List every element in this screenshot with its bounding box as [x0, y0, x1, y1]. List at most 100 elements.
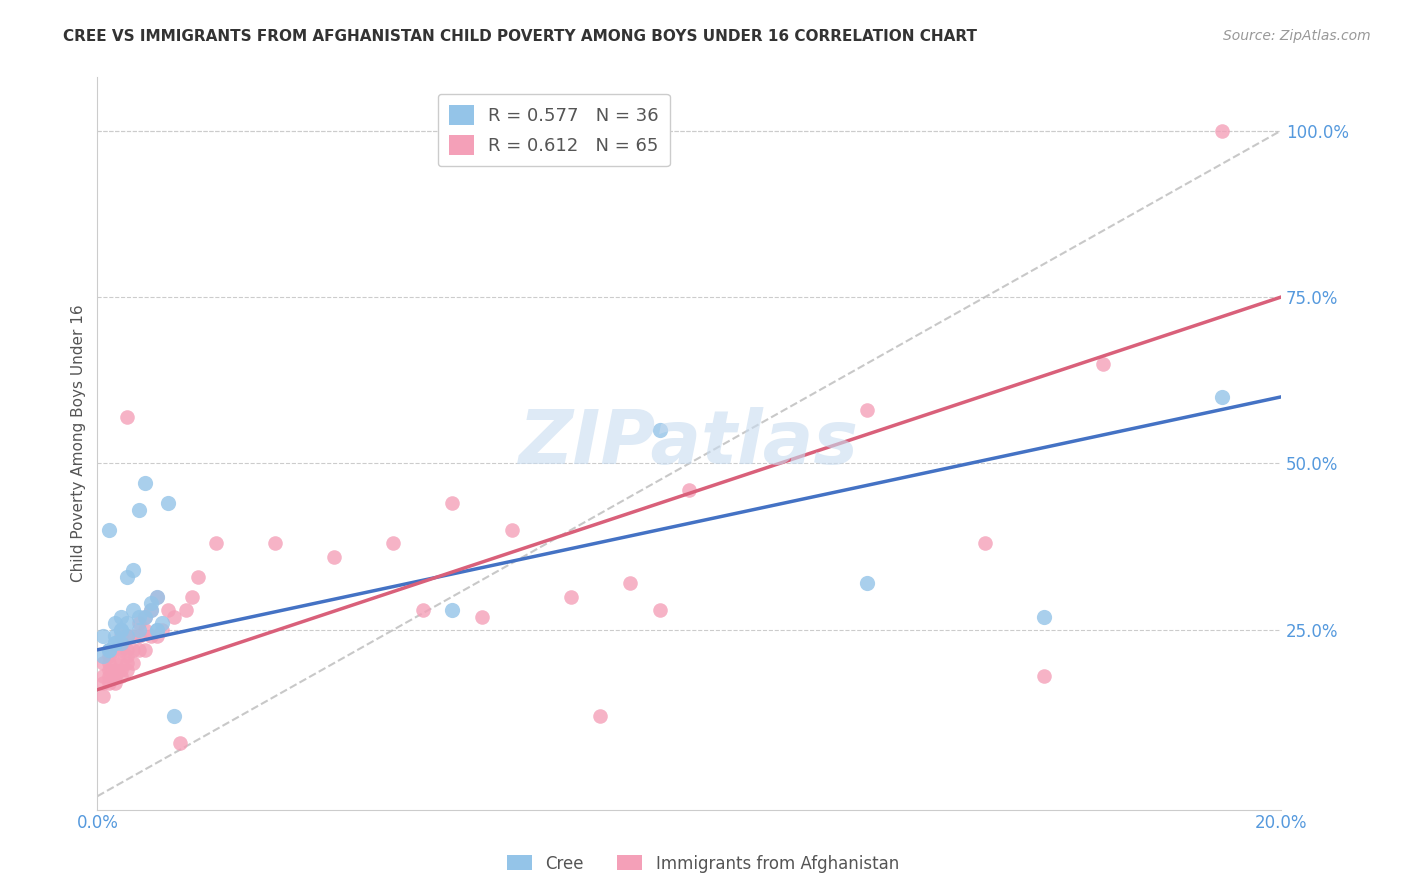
- Point: [134, 623, 156, 637]
- Point: [115, 616, 138, 631]
- Text: Source: ZipAtlas.com: Source: ZipAtlas.com: [1223, 29, 1371, 43]
- Point: [98, 676, 121, 690]
- Point: [974, 536, 997, 550]
- Point: [110, 630, 132, 644]
- Point: [134, 642, 156, 657]
- Point: [152, 616, 174, 631]
- Point: [98, 642, 121, 657]
- Point: [121, 656, 143, 670]
- Point: [110, 609, 132, 624]
- Point: [412, 603, 434, 617]
- Point: [98, 523, 121, 537]
- Point: [128, 609, 150, 624]
- Point: [204, 536, 226, 550]
- Point: [110, 663, 132, 677]
- Point: [471, 609, 494, 624]
- Point: [174, 603, 197, 617]
- Point: [104, 669, 127, 683]
- Point: [110, 636, 132, 650]
- Point: [110, 656, 132, 670]
- Point: [128, 642, 150, 657]
- Point: [441, 496, 464, 510]
- Point: [648, 603, 671, 617]
- Point: [619, 576, 641, 591]
- Point: [115, 663, 138, 677]
- Point: [104, 669, 127, 683]
- Point: [139, 596, 162, 610]
- Point: [128, 616, 150, 631]
- Point: [145, 623, 167, 637]
- Point: [560, 590, 582, 604]
- Point: [181, 590, 204, 604]
- Point: [98, 663, 121, 677]
- Point: [121, 630, 143, 644]
- Point: [104, 663, 127, 677]
- Point: [157, 603, 180, 617]
- Point: [187, 569, 209, 583]
- Point: [98, 656, 121, 670]
- Point: [169, 736, 191, 750]
- Point: [121, 563, 143, 577]
- Point: [115, 656, 138, 670]
- Point: [104, 636, 127, 650]
- Point: [110, 623, 132, 637]
- Point: [115, 409, 138, 424]
- Point: [134, 609, 156, 624]
- Point: [91, 656, 114, 670]
- Point: [139, 630, 162, 644]
- Point: [1033, 669, 1056, 683]
- Point: [110, 642, 132, 657]
- Y-axis label: Child Poverty Among Boys Under 16: Child Poverty Among Boys Under 16: [72, 305, 86, 582]
- Point: [382, 536, 405, 550]
- Point: [110, 669, 132, 683]
- Legend: R = 0.577   N = 36, R = 0.612   N = 65: R = 0.577 N = 36, R = 0.612 N = 65: [437, 94, 669, 166]
- Point: [115, 630, 138, 644]
- Point: [134, 476, 156, 491]
- Point: [139, 603, 162, 617]
- Point: [264, 536, 287, 550]
- Point: [501, 523, 523, 537]
- Point: [1211, 124, 1233, 138]
- Point: [589, 709, 612, 723]
- Point: [678, 483, 700, 497]
- Point: [98, 642, 121, 657]
- Point: [104, 676, 127, 690]
- Point: [121, 642, 143, 657]
- Point: [157, 496, 180, 510]
- Point: [128, 503, 150, 517]
- Point: [104, 636, 127, 650]
- Legend: Cree, Immigrants from Afghanistan: Cree, Immigrants from Afghanistan: [501, 848, 905, 880]
- Point: [91, 630, 114, 644]
- Point: [98, 649, 121, 664]
- Point: [163, 709, 186, 723]
- Point: [91, 676, 114, 690]
- Point: [163, 609, 186, 624]
- Point: [115, 630, 138, 644]
- Point: [152, 623, 174, 637]
- Point: [104, 616, 127, 631]
- Point: [648, 423, 671, 437]
- Point: [145, 623, 167, 637]
- Point: [91, 669, 114, 683]
- Point: [134, 609, 156, 624]
- Text: ZIPatlas: ZIPatlas: [519, 407, 859, 480]
- Point: [128, 630, 150, 644]
- Point: [1211, 390, 1233, 404]
- Point: [145, 590, 167, 604]
- Text: CREE VS IMMIGRANTS FROM AFGHANISTAN CHILD POVERTY AMONG BOYS UNDER 16 CORRELATIO: CREE VS IMMIGRANTS FROM AFGHANISTAN CHIL…: [63, 29, 977, 44]
- Point: [323, 549, 346, 564]
- Point: [98, 642, 121, 657]
- Point: [128, 623, 150, 637]
- Point: [145, 630, 167, 644]
- Point: [115, 649, 138, 664]
- Point: [115, 569, 138, 583]
- Point: [98, 669, 121, 683]
- Point: [115, 642, 138, 657]
- Point: [1033, 609, 1056, 624]
- Point: [104, 656, 127, 670]
- Point: [104, 642, 127, 657]
- Point: [91, 690, 114, 704]
- Point: [110, 623, 132, 637]
- Point: [104, 630, 127, 644]
- Point: [1092, 357, 1115, 371]
